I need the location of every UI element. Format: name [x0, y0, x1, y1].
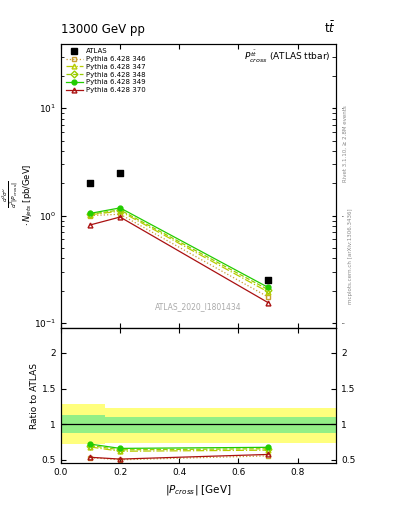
Point [265, 276, 271, 284]
Text: ATLAS_2020_I1801434: ATLAS_2020_I1801434 [155, 302, 242, 311]
Point [117, 169, 123, 177]
Text: 13000 GeV pp: 13000 GeV pp [61, 24, 145, 36]
Text: t$\bar{t}$: t$\bar{t}$ [325, 21, 336, 36]
Text: $P^{t\bar{t}}_{cross}$ (ATLAS ttbar): $P^{t\bar{t}}_{cross}$ (ATLAS ttbar) [244, 49, 331, 66]
Point [87, 179, 94, 187]
X-axis label: $|P_{cross}|$ [GeV]: $|P_{cross}|$ [GeV] [165, 483, 232, 497]
Text: $\frac{d^2\sigma^u}{d^2|P_{cross}|}$
$\cdot\,N_{jets}$ [pb/GeV]: $\frac{d^2\sigma^u}{d^2|P_{cross}|}$ $\c… [0, 163, 35, 226]
Text: mcplots.cern.ch [arXiv:1306.3436]: mcplots.cern.ch [arXiv:1306.3436] [349, 208, 353, 304]
Text: Rivet 3.1.10, ≥ 2.8M events: Rivet 3.1.10, ≥ 2.8M events [343, 105, 347, 182]
Y-axis label: Ratio to ATLAS: Ratio to ATLAS [30, 362, 39, 429]
Legend: ATLAS, Pythia 6.428 346, Pythia 6.428 347, Pythia 6.428 348, Pythia 6.428 349, P: ATLAS, Pythia 6.428 346, Pythia 6.428 34… [64, 47, 147, 94]
